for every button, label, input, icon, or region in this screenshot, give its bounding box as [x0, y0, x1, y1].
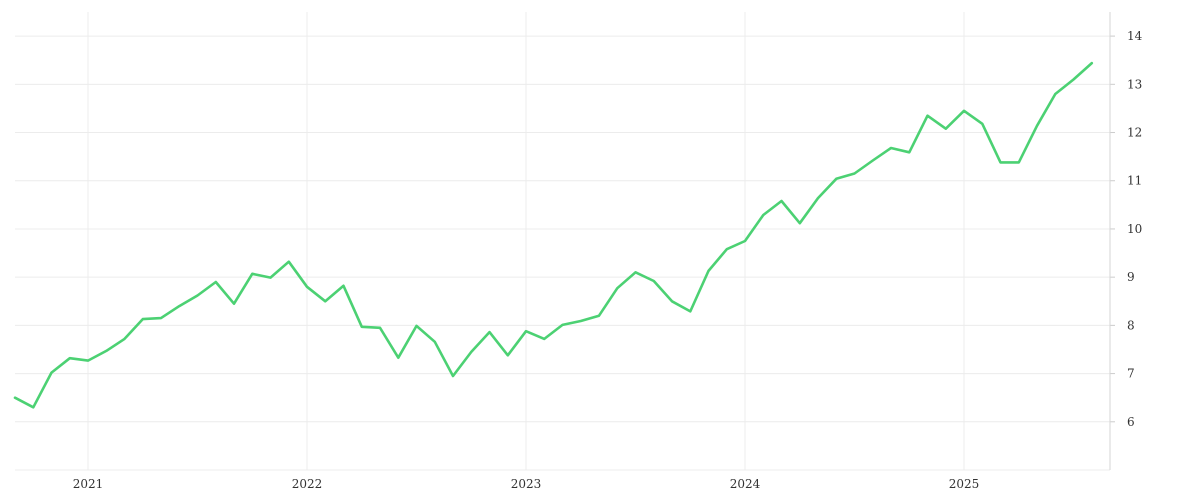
series-layer: [13, 61, 1094, 409]
y-tick-label: 8: [1127, 318, 1135, 332]
y-tick-label: 13: [1127, 77, 1142, 91]
y-tick-label: 14: [1127, 29, 1143, 43]
x-tick-label: 2024: [730, 477, 761, 491]
grid: [15, 12, 1110, 471]
y-tick-label: 12: [1127, 126, 1142, 140]
x-tick-label: 2025: [949, 477, 980, 491]
y-tick-label: 7: [1127, 367, 1135, 381]
y-tick-label: 11: [1127, 174, 1142, 188]
y-tick-label: 6: [1127, 415, 1135, 429]
y-tick-label: 9: [1127, 270, 1135, 284]
series-line-0: [13, 61, 1094, 409]
x-tick-label: 2022: [292, 477, 323, 491]
tick-labels: 6 7 8 9 10 11 12 13 14 2021 2022 2023 2024 2025: [73, 29, 1143, 491]
axes: [1109, 12, 1115, 470]
x-tick-label: 2021: [73, 477, 104, 491]
y-tick-label: 10: [1127, 222, 1142, 236]
x-tick-label: 2023: [511, 477, 542, 491]
